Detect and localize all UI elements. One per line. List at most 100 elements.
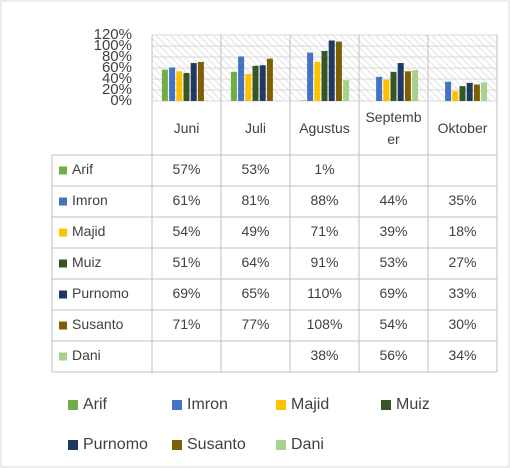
cell-value: 39% <box>379 223 407 239</box>
bar <box>259 65 266 101</box>
bar <box>412 70 419 101</box>
bar <box>335 41 342 101</box>
legend-label: Dani <box>291 436 324 453</box>
category-header: Oktober <box>437 120 488 136</box>
bar <box>343 80 350 101</box>
cell-value: 69% <box>172 285 200 301</box>
cell-value: 53% <box>241 161 269 177</box>
legend-key <box>381 400 391 410</box>
bar <box>190 63 197 101</box>
x-tick-label: Agustus <box>299 120 350 136</box>
legend-key <box>276 440 286 450</box>
bar <box>266 58 273 101</box>
y-tick-label: 40% <box>102 70 132 87</box>
cell-value: 54% <box>172 223 200 239</box>
cell-value: 1% <box>314 161 334 177</box>
legend-key <box>172 400 182 410</box>
cell-value: 54% <box>379 316 407 332</box>
legend-label: Purnomo <box>83 436 148 453</box>
bar <box>176 71 183 101</box>
cell-value: 53% <box>379 254 407 270</box>
row-label: Susanto <box>72 316 124 332</box>
cell-value: 33% <box>448 285 476 301</box>
bar <box>466 82 473 101</box>
category-header: Juni <box>173 120 200 136</box>
bar <box>452 91 459 101</box>
y-tick-label: 0% <box>110 92 132 109</box>
bar <box>383 79 390 101</box>
y-tick-label: 60% <box>102 59 132 76</box>
cell-value: 64% <box>241 254 269 270</box>
cell-value: 108% <box>307 316 343 332</box>
x-tick-label: Juli <box>244 120 266 136</box>
bar <box>328 40 335 101</box>
y-tick-label: 20% <box>102 81 132 98</box>
legend-key <box>68 440 78 450</box>
cell-value: 44% <box>379 192 407 208</box>
cell-value: 35% <box>448 192 476 208</box>
cell-value: 49% <box>241 223 269 239</box>
bar <box>376 76 383 101</box>
bar <box>230 71 237 101</box>
x-tick-label: September <box>365 109 422 147</box>
cell-value: 110% <box>307 285 342 301</box>
cell-value: 51% <box>172 254 200 270</box>
cell-value: 57% <box>172 161 200 177</box>
y-tick-label: 80% <box>102 48 132 65</box>
cell-value: 91% <box>310 254 338 270</box>
category-header: September <box>365 109 422 147</box>
bar <box>245 74 252 101</box>
category-header: Agustus <box>299 120 350 136</box>
cell-value: 56% <box>379 347 407 363</box>
bar <box>314 61 321 101</box>
legend-key <box>59 166 67 175</box>
cell-value: 71% <box>172 316 200 332</box>
legend-label: Imron <box>187 396 228 413</box>
bar <box>321 50 328 101</box>
cell-value: 38% <box>310 347 338 363</box>
x-tick-label: Juni <box>173 120 200 136</box>
bar <box>299 100 306 101</box>
cell-value: 61% <box>172 192 200 208</box>
cell-value: 27% <box>448 254 476 270</box>
bar <box>404 71 411 101</box>
bar <box>238 56 245 101</box>
bar <box>481 82 488 101</box>
cell-value: 34% <box>448 347 476 363</box>
legend-label: Majid <box>291 396 329 413</box>
row-label: Muiz <box>72 254 102 270</box>
bar <box>197 61 204 101</box>
cell-value: 65% <box>241 285 269 301</box>
cell-value: 18% <box>448 223 476 239</box>
bar <box>161 69 168 101</box>
row-label: Majid <box>72 223 105 239</box>
legend-key <box>59 259 67 268</box>
category-header: Juli <box>244 120 266 136</box>
legend-key <box>59 352 67 361</box>
cell-value: 77% <box>241 316 269 332</box>
cell-value: 88% <box>310 192 338 208</box>
x-tick-label: Oktober <box>437 120 488 136</box>
legend-key <box>68 400 78 410</box>
legend-label: Muiz <box>396 396 430 413</box>
y-tick-label: 120% <box>94 26 132 43</box>
row-label: Purnomo <box>72 285 129 301</box>
legend-key <box>59 290 67 299</box>
cell-value: 81% <box>241 192 269 208</box>
legend-key <box>59 197 67 206</box>
row-label: Dani <box>72 347 101 363</box>
bar <box>252 65 259 101</box>
row-label: Imron <box>72 192 108 208</box>
row-label: Arif <box>72 161 93 177</box>
bar <box>183 72 190 101</box>
cell-value: 30% <box>448 316 476 332</box>
bar <box>445 81 452 101</box>
bar <box>390 71 397 101</box>
bar <box>397 63 404 101</box>
bar <box>459 86 466 101</box>
legend-key <box>59 228 67 237</box>
bar <box>473 84 480 101</box>
cell-value: 69% <box>379 285 407 301</box>
